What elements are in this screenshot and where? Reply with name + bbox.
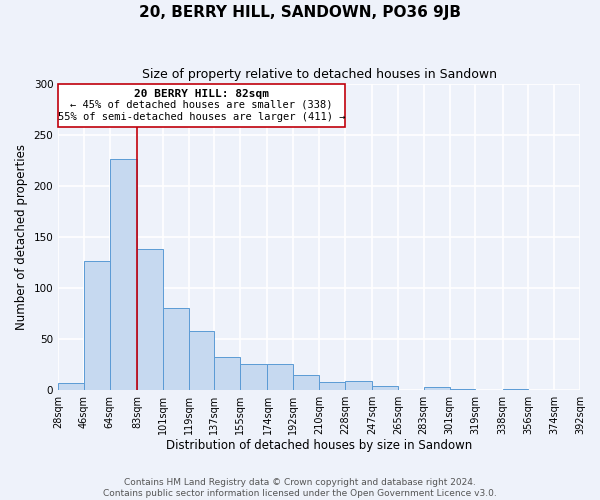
Bar (137, 250, 163, 390)
Bar (293, 376, 319, 390)
Bar (188, 330, 214, 390)
Bar (84, 262, 110, 390)
Bar (319, 382, 345, 390)
Bar (345, 380, 372, 390)
Bar (240, 364, 268, 390)
Bar (449, 388, 475, 390)
X-axis label: Distribution of detached houses by size in Sandown: Distribution of detached houses by size … (166, 440, 472, 452)
Text: Contains HM Land Registry data © Crown copyright and database right 2024.
Contai: Contains HM Land Registry data © Crown c… (103, 478, 497, 498)
Text: ← 45% of detached houses are smaller (338): ← 45% of detached houses are smaller (33… (70, 100, 333, 110)
FancyBboxPatch shape (58, 84, 345, 127)
Bar (503, 388, 529, 390)
Bar (163, 308, 188, 390)
Bar (214, 357, 240, 390)
Bar (372, 386, 398, 390)
Bar (424, 386, 449, 390)
Bar (110, 158, 137, 390)
Bar (268, 364, 293, 390)
Bar (58, 382, 84, 390)
Text: 20, BERRY HILL, SANDOWN, PO36 9JB: 20, BERRY HILL, SANDOWN, PO36 9JB (139, 5, 461, 20)
Title: Size of property relative to detached houses in Sandown: Size of property relative to detached ho… (142, 68, 497, 80)
Y-axis label: Number of detached properties: Number of detached properties (15, 144, 28, 330)
Text: 55% of semi-detached houses are larger (411) →: 55% of semi-detached houses are larger (… (58, 112, 345, 122)
Text: 20 BERRY HILL: 82sqm: 20 BERRY HILL: 82sqm (134, 88, 269, 99)
